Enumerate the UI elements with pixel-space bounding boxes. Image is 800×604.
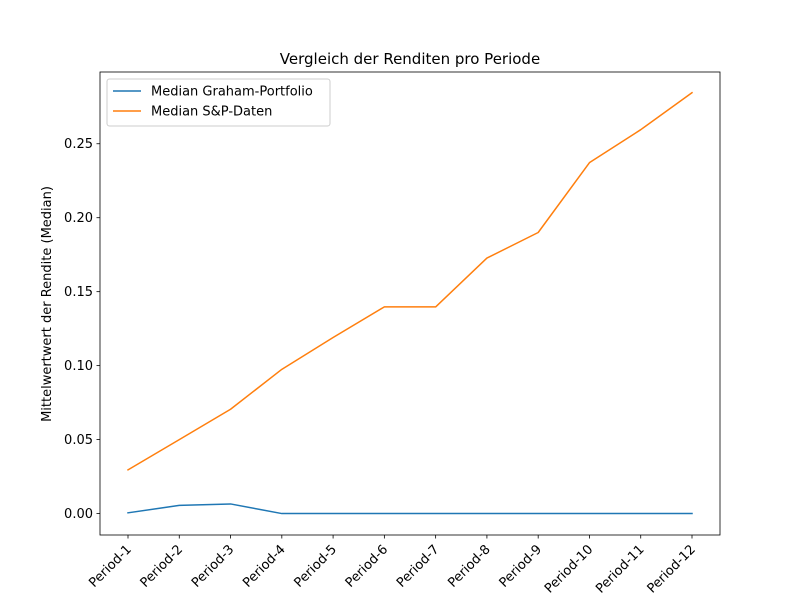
x-tick-label: Period-4 <box>240 542 288 590</box>
x-tick-label: Period-12 <box>645 542 699 596</box>
legend-label: Median S&P-Daten <box>151 105 272 120</box>
x-tick-label: Period-1 <box>86 542 134 590</box>
legend: Median Graham-Portfolio Median S&P-Daten <box>106 78 331 127</box>
y-tick-label: 0.20 <box>64 211 93 226</box>
series-line-2 <box>126 91 694 471</box>
y-axis-label: Mittelwertwert der Rendite (Median) <box>40 186 55 422</box>
x-tick-label: Period-9 <box>497 542 545 590</box>
x-tick-label: Period-6 <box>343 542 391 590</box>
x-tick-label: Period-7 <box>394 542 442 590</box>
y-tick-label: 0.05 <box>64 433 93 448</box>
chart-title: Vergleich der Renditen pro Periode <box>280 50 540 68</box>
x-tick-label: Period-11 <box>593 542 647 596</box>
x-tick-label: Period-3 <box>189 542 237 590</box>
x-tick-label: Period-2 <box>138 542 186 590</box>
x-tick-label: Period-8 <box>445 542 493 590</box>
y-tick-label: 0.25 <box>64 137 93 152</box>
y-tick-label: 0.10 <box>64 359 93 374</box>
plot-frame <box>99 71 721 536</box>
series-line-1 <box>127 503 693 515</box>
x-tick-label: Period-10 <box>542 542 596 596</box>
y-tick-label: 0.15 <box>64 285 93 300</box>
legend-box <box>106 78 331 127</box>
legend-label: Median Graham-Portfolio <box>151 85 313 100</box>
x-tick-label: Period-5 <box>291 542 339 590</box>
plot-area: 0.00 0.05 0.10 0.15 0.20 0.25 Period-1 Period-2… <box>64 71 721 597</box>
y-tick-label: 0.00 <box>64 507 93 522</box>
